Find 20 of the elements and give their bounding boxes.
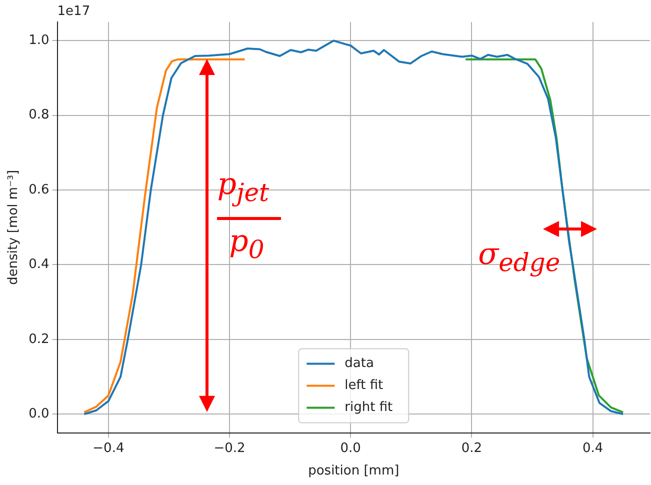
annotation: σ$_{edge}$ [478, 236, 560, 277]
x-tick-label: 0.2 [461, 440, 482, 456]
legend-label: data [344, 356, 374, 372]
y-tick-label: 1.0 [28, 33, 50, 48]
y-tick-label: 0.6 [28, 182, 50, 198]
y-tick-label: 0.0 [28, 406, 50, 422]
annotation: p$_{0}$ [229, 224, 264, 264]
legend-label: right fit [344, 400, 393, 416]
annotation: p$_{jet}$ [217, 166, 270, 207]
y-axis-title: density [mol m⁻³] [6, 170, 22, 285]
x-tick-label: −0.2 [214, 440, 246, 456]
y-tick-label: 0.8 [28, 108, 50, 123]
legend-label: left fit [344, 378, 384, 394]
x-tick-label: 0.4 [582, 440, 604, 456]
x-axis-title: position [mm] [308, 464, 400, 479]
text: 1e17 [57, 4, 90, 19]
x-tick-label: −0.4 [92, 440, 124, 456]
y-tick-label: 0.2 [28, 332, 50, 347]
x-tick-label: 0.0 [340, 440, 361, 456]
y-tick-label: 0.4 [28, 257, 50, 272]
